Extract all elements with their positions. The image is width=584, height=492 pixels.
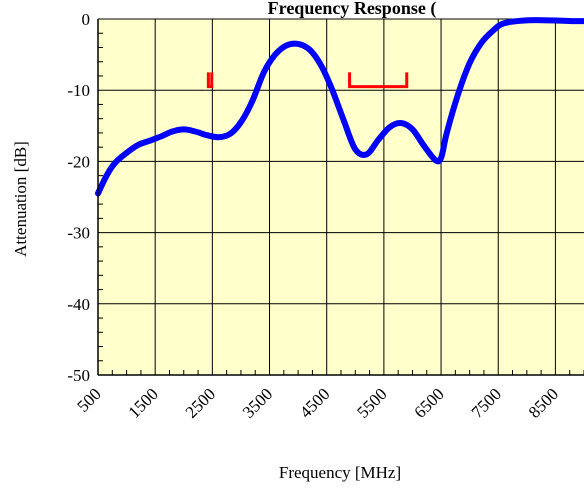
y-tick-label: -50 [67, 366, 90, 385]
x-tick-label: 3500 [239, 384, 276, 421]
x-tick-label: 8500 [525, 384, 562, 421]
x-tick-label: 2500 [182, 384, 219, 421]
plot-area [98, 19, 584, 375]
y-tick-label: -40 [67, 295, 90, 314]
x-tick-label: 5500 [353, 384, 390, 421]
x-tick-label: 500 [73, 384, 104, 415]
y-axis-title: Attenuation [dB] [11, 141, 30, 257]
minor-ticks [98, 32, 584, 375]
y-tick-label: 0 [82, 10, 91, 29]
passband-bracket [348, 72, 409, 89]
x-axis-title: Frequency [MHz] [279, 463, 401, 482]
y-tick-label: -10 [67, 81, 90, 100]
series-line [95, 17, 584, 197]
annotations [206, 72, 409, 89]
x-tick-label: 4500 [296, 384, 333, 421]
x-tick-label: 6500 [410, 384, 447, 421]
y-tick-label: -20 [67, 152, 90, 171]
x-tick-label: 1500 [125, 384, 162, 421]
grid [98, 18, 584, 375]
passband-bracket [206, 72, 214, 89]
axes [97, 19, 584, 376]
y-tick-label: -30 [67, 224, 90, 243]
chart-title: Frequency Response ( [268, 0, 437, 19]
series [95, 17, 584, 197]
x-tick-label: 7500 [468, 384, 505, 421]
